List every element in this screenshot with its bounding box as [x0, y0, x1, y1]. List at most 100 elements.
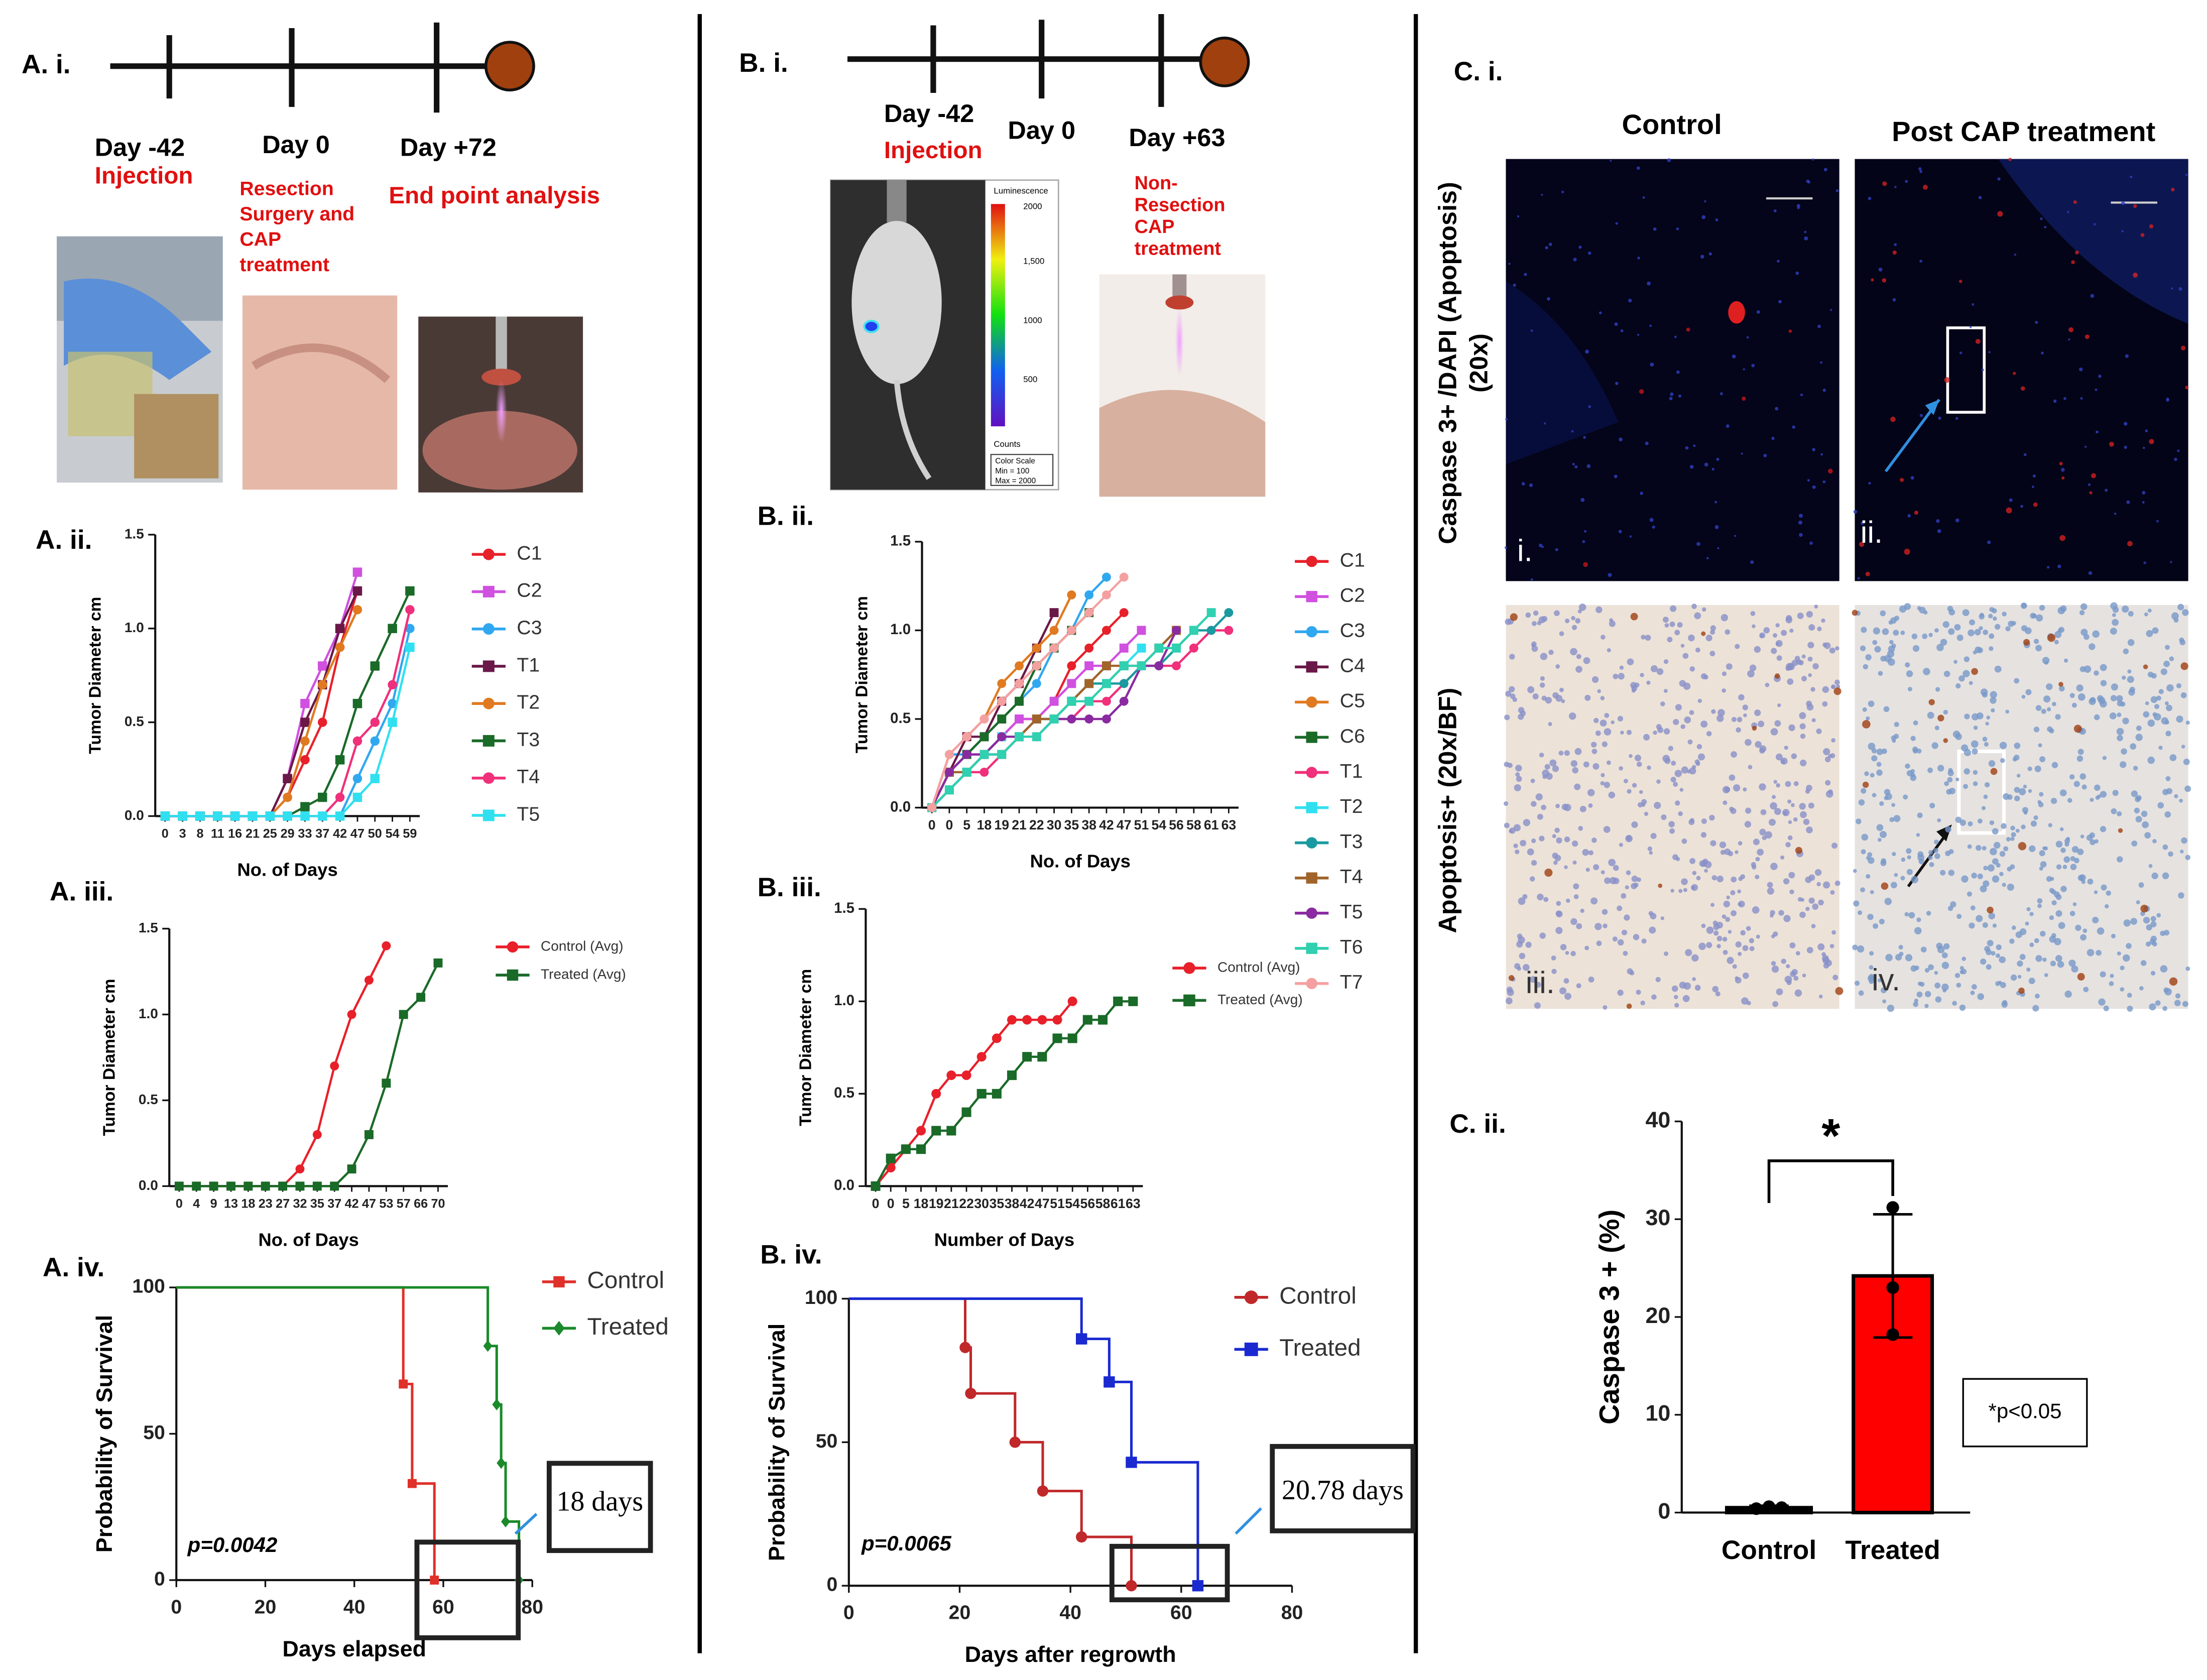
cell: [2101, 884, 2107, 891]
legend-label: C3: [517, 617, 542, 639]
imaging-scale: Color Scale: [995, 457, 1035, 465]
cell: [2040, 217, 2043, 220]
point: [965, 1388, 976, 1399]
cell: [1941, 962, 1949, 969]
cell: [1990, 697, 1997, 704]
cell: [1910, 476, 1914, 480]
cell: [1615, 222, 1618, 225]
cell: [2037, 800, 2041, 804]
cell: [2020, 505, 2023, 508]
y-tick-label: 50: [143, 1421, 165, 1444]
cell: [1650, 363, 1654, 367]
cell: [1984, 782, 1990, 788]
cell: [1871, 755, 1878, 762]
cell: [1508, 975, 1515, 981]
cell: [2124, 445, 2127, 449]
timeline-note: Non-: [1135, 173, 1178, 194]
y-tick-label: 1.5: [890, 533, 911, 549]
cell: [1733, 784, 1741, 792]
cell: [1972, 984, 1977, 990]
x-tick-label: 50: [368, 826, 382, 841]
timeline-note: End point analysis: [389, 182, 600, 209]
x-tick-label: 4: [193, 1196, 200, 1211]
cell: [1530, 976, 1537, 983]
cell: [1518, 936, 1525, 944]
cell: [2082, 928, 2088, 933]
cell: [1998, 981, 2002, 985]
series-line: [179, 962, 439, 1187]
cell: [2094, 839, 2099, 844]
cell: [2148, 864, 2153, 868]
cell: [1640, 1000, 1645, 1006]
cell: [2070, 864, 2077, 870]
cell: [1928, 633, 1933, 637]
cell: [2071, 260, 2075, 264]
imaging-unit: Counts: [994, 439, 1020, 449]
cell: [2118, 828, 2123, 833]
cell: [2163, 660, 2170, 667]
cell: [2171, 612, 2179, 620]
cell: [1940, 639, 1947, 646]
cell: [2018, 788, 2026, 795]
point: [944, 750, 954, 759]
cell: [1806, 703, 1814, 711]
point: [1101, 679, 1111, 688]
cell: [1720, 392, 1723, 396]
cell: [2135, 734, 2143, 741]
point: [370, 717, 380, 727]
point: [352, 605, 362, 615]
cell: [1716, 944, 1721, 948]
cell: [1676, 227, 1679, 230]
imaging-tick: 1000: [1023, 315, 1042, 325]
point: [192, 1181, 201, 1191]
point: [213, 811, 222, 821]
cell: [1724, 848, 1731, 855]
cell: [1584, 945, 1589, 950]
cell: [1988, 912, 1996, 920]
cell: [2057, 564, 2061, 568]
point: [1101, 626, 1111, 635]
cell: [1806, 946, 1813, 953]
cell: [2111, 808, 2117, 814]
cell: [2010, 836, 2015, 841]
cell: [1742, 972, 1749, 979]
cell: [1987, 864, 1995, 872]
cell: [1597, 689, 1601, 693]
cell: [2034, 938, 2039, 943]
cell: [1619, 437, 1623, 442]
cell: [1797, 613, 1804, 619]
cell: [2046, 876, 2052, 882]
cell: [1555, 803, 1560, 808]
point: [230, 811, 240, 821]
cell: [1800, 811, 1807, 818]
cell: [1539, 752, 1544, 758]
cell: [1876, 762, 1882, 767]
cell: [1893, 815, 1901, 822]
cell: [1988, 760, 1996, 767]
cell: [1783, 878, 1790, 885]
point: [1049, 608, 1059, 618]
point: [901, 1144, 911, 1154]
cell: [1941, 952, 1948, 958]
x-tick-label: 35: [990, 1196, 1005, 1211]
cell: [1877, 837, 1882, 842]
cell: [1994, 665, 2002, 673]
y-tick-label: 1.0: [834, 992, 854, 1009]
point: [1007, 1015, 1017, 1025]
cell: [1799, 911, 1806, 918]
cell: [2039, 792, 2044, 797]
cell: [1749, 946, 1755, 951]
cell: [1656, 668, 1664, 675]
cell: [1730, 808, 1737, 814]
x-tick-label: 54: [1151, 817, 1166, 832]
cell: [1537, 893, 1544, 901]
cell: [1916, 917, 1921, 922]
cell: [1976, 712, 1984, 719]
legend-label: Control: [587, 1267, 665, 1294]
legend-label: T2: [1340, 795, 1363, 817]
point: [318, 680, 327, 690]
point: [1037, 1485, 1049, 1497]
cell: [2014, 678, 2020, 684]
cell: [1601, 635, 1606, 640]
